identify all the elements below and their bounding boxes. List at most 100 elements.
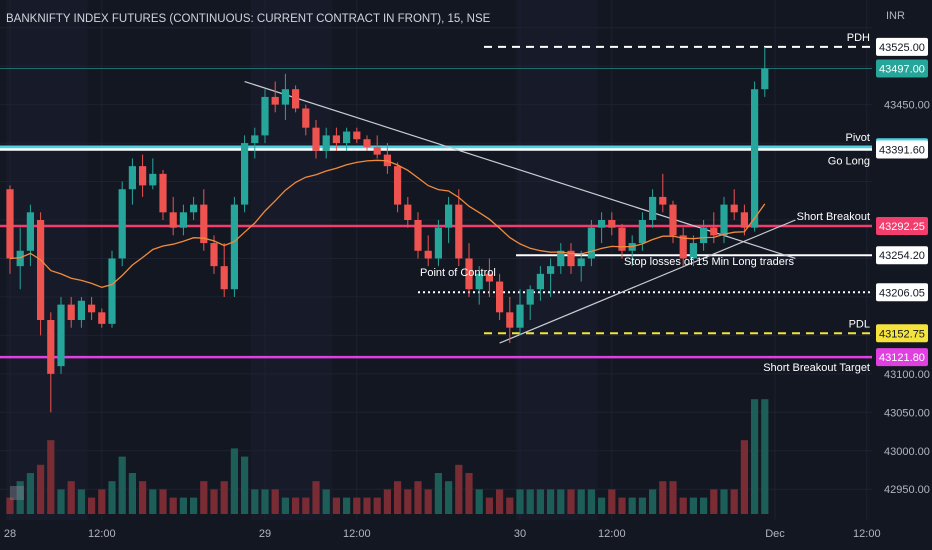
candle-body	[312, 127, 320, 151]
candle-body	[649, 196, 657, 220]
price-tag-box	[876, 140, 928, 159]
volume-bar	[37, 464, 45, 514]
candle-layer	[6, 46, 769, 413]
candle-body	[220, 266, 228, 290]
volume-bar	[751, 399, 759, 514]
price-tag: 43391.60	[876, 140, 928, 159]
candle-body	[720, 204, 728, 236]
candle-body	[424, 250, 432, 259]
candle-body	[394, 166, 402, 205]
volume-bar	[363, 497, 371, 514]
candle-body	[200, 204, 208, 244]
volume-bar	[343, 497, 351, 514]
stop-losses-label: Stop losses of 15 Min Long traders	[624, 256, 794, 268]
volume-bar	[373, 497, 381, 514]
candle-body	[567, 250, 575, 267]
currency-label: INR	[886, 10, 905, 22]
candle-body	[190, 204, 198, 213]
price-tag-layer: 43525.0043497.0043394.6543391.6043292.25…	[876, 37, 928, 367]
level-name-label: PDL	[849, 318, 870, 330]
volume-bar	[679, 497, 687, 514]
candle-body	[618, 227, 626, 251]
candle-body	[128, 166, 136, 190]
time-tick-label: 12:00	[598, 528, 626, 540]
volume-bar	[761, 399, 769, 514]
trendline	[499, 219, 796, 344]
candle-body	[751, 89, 759, 228]
volume-bar	[302, 497, 310, 514]
candle-body	[740, 212, 748, 228]
volume-bar	[414, 481, 422, 514]
candle-body	[230, 204, 238, 290]
price-tag-box	[876, 37, 928, 56]
volume-bar	[404, 489, 412, 514]
candle-body	[281, 89, 289, 105]
volume-bar	[638, 497, 646, 514]
price-tick-label: 43100.00	[884, 369, 930, 381]
candle-body	[343, 131, 351, 144]
candle-body	[88, 304, 96, 313]
candle-body	[363, 139, 371, 147]
volume-bar	[169, 497, 177, 514]
candle-body	[241, 143, 249, 205]
candle-body	[434, 227, 442, 259]
volume-bar	[179, 497, 187, 514]
ema-layer	[9, 159, 766, 288]
level-layer	[0, 45, 872, 359]
volume-bar	[455, 464, 463, 514]
candle-body	[373, 146, 381, 155]
price-tag: 43292.25	[876, 216, 928, 235]
volume-bar	[618, 497, 626, 514]
volume-bar	[353, 497, 361, 514]
volume-bar	[669, 481, 677, 514]
volume-bar	[547, 489, 555, 514]
candle-body	[761, 68, 769, 90]
price-tick-label: 43450.00	[884, 100, 930, 112]
volume-bar	[649, 489, 657, 514]
volume-bar	[261, 489, 269, 514]
price-tag-text: 43391.60	[879, 145, 925, 157]
candle-body	[475, 273, 483, 290]
volume-bar	[526, 489, 534, 514]
volume-bar	[536, 489, 544, 514]
chart-title: BANKNIFTY INDEX FUTURES (CONTINUOUS: CUR…	[6, 13, 491, 25]
price-tag-box	[876, 59, 928, 78]
candle-body	[47, 320, 55, 374]
volume-bar	[383, 489, 391, 514]
volume-bar	[26, 473, 34, 514]
volume-bar	[322, 489, 330, 514]
candle-body	[526, 289, 534, 305]
volume-bar	[730, 489, 738, 514]
price-tag-text: 43525.00	[879, 42, 925, 54]
price-tag-text: 43254.20	[879, 250, 925, 262]
volume-bar	[200, 481, 208, 514]
candle-body	[455, 204, 463, 259]
volume-bar	[332, 497, 340, 514]
volume-bar	[6, 497, 14, 514]
candle-body	[302, 108, 310, 128]
volume-bar	[506, 497, 514, 514]
candle-body	[506, 312, 514, 328]
volume-bar	[567, 489, 575, 514]
volume-bar	[465, 473, 473, 514]
candle-body	[118, 189, 126, 259]
price-tag: 43206.05	[876, 283, 928, 302]
time-tick-label: 28	[4, 528, 16, 540]
price-tick-label: 43000.00	[884, 446, 930, 458]
candle-body	[577, 258, 585, 267]
price-tag-text: 43206.05	[879, 287, 925, 299]
price-tag-box	[876, 324, 928, 343]
candle-body	[26, 212, 34, 251]
level-name-label: Short Breakout	[797, 211, 870, 223]
volume-bar	[149, 489, 157, 514]
candle-body	[322, 135, 330, 151]
volume-bar	[241, 456, 249, 514]
candle-body	[608, 220, 616, 228]
price-tag-text: 43292.25	[879, 221, 925, 233]
price-tick-label: 43050.00	[884, 407, 930, 419]
volume-bar	[598, 497, 606, 514]
price-tag-text: 43497.00	[879, 63, 925, 75]
level-name-layer: PDH Pivot Go Long Short Breakout PDL Short Br…	[763, 32, 870, 374]
